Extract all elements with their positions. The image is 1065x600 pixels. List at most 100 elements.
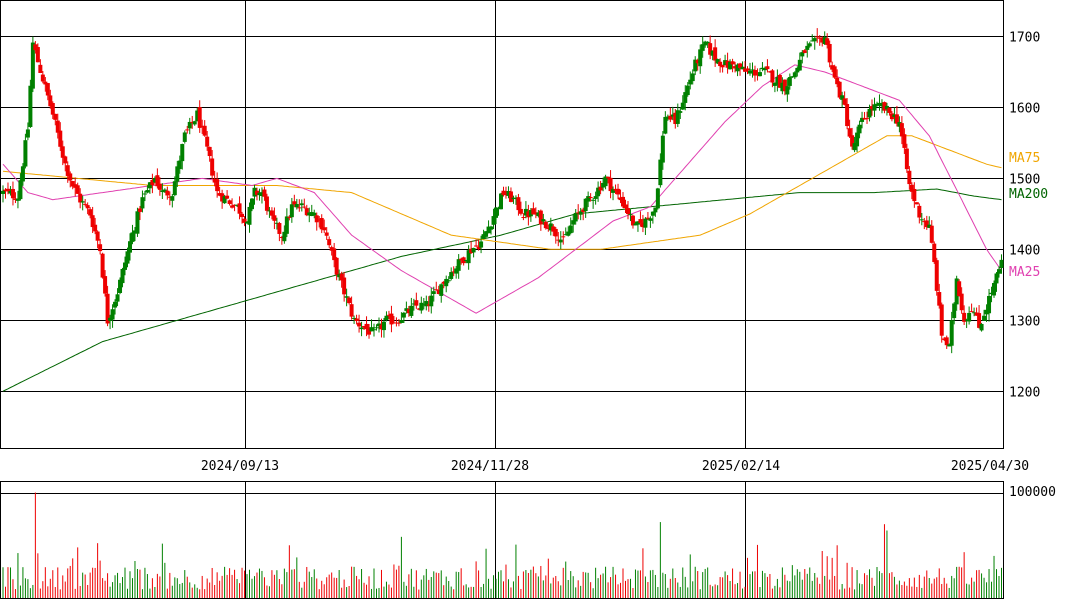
- candle-body: [419, 302, 424, 311]
- candle-body: [613, 188, 618, 191]
- candle-body: [357, 322, 362, 327]
- legend-ma25: MA25: [1009, 265, 1040, 280]
- candle-body: [775, 77, 780, 85]
- candle-body: [215, 179, 220, 192]
- candle-body: [997, 269, 1001, 274]
- candle-body: [190, 121, 195, 123]
- candle-body: [922, 221, 927, 223]
- candle-body: [698, 49, 703, 67]
- candle-body: [830, 65, 835, 70]
- candle-body: [469, 248, 474, 254]
- candle-body: [282, 231, 287, 242]
- candle-body: [272, 215, 277, 221]
- candle-body: [210, 158, 215, 176]
- candle-body: [865, 118, 870, 120]
- candle-body: [680, 102, 685, 110]
- candle-body: [157, 183, 162, 190]
- candle-body: [150, 179, 155, 186]
- candle-body: [543, 221, 548, 229]
- candle-body: [755, 73, 760, 75]
- candle-body: [503, 193, 508, 196]
- candle-body: [369, 327, 374, 332]
- candle-body: [28, 85, 33, 127]
- candle-body: [406, 309, 411, 314]
- candle-body: [250, 198, 254, 210]
- candle-body: [977, 313, 982, 328]
- candle-body: [464, 260, 469, 262]
- candle-body: [68, 173, 73, 181]
- candle-body: [675, 110, 680, 124]
- candle-body: [762, 68, 767, 71]
- candle-body: [989, 292, 994, 295]
- ma75-line: [2, 135, 1002, 250]
- candle-body: [53, 113, 58, 120]
- candle-body: [511, 197, 516, 200]
- candle-body: [740, 66, 745, 70]
- volume-panel-frame: [0, 481, 1004, 599]
- y-tick-label: 1200: [1009, 386, 1040, 401]
- candle-body: [242, 218, 247, 223]
- candle-body: [738, 63, 743, 69]
- candle-body: [628, 214, 633, 216]
- y-tick-label: 1300: [1009, 315, 1040, 330]
- candle-body: [695, 60, 700, 64]
- candle-body: [421, 304, 426, 306]
- candle-body: [195, 110, 200, 122]
- candle-body: [319, 218, 324, 230]
- candle-body: [670, 114, 675, 117]
- volume-y-tick-label: 100000: [1009, 485, 1056, 500]
- candle-body: [939, 304, 944, 336]
- candle-body: [58, 130, 63, 147]
- candle-body: [897, 122, 902, 127]
- candle-body: [35, 47, 40, 63]
- candle-body: [436, 290, 441, 295]
- candle-body: [685, 85, 690, 96]
- candle-body: [15, 198, 20, 201]
- candle-body: [23, 140, 28, 167]
- candles: [1, 28, 1004, 354]
- candle-body: [147, 182, 152, 189]
- candle-body: [414, 300, 419, 306]
- candle-body: [364, 323, 369, 330]
- candle-body: [247, 206, 252, 225]
- candle-body: [987, 295, 992, 314]
- candle-body: [347, 297, 352, 304]
- candle-body: [479, 241, 484, 248]
- candle-body: [83, 203, 88, 205]
- candle-body: [601, 182, 606, 188]
- candle-body: [553, 228, 558, 237]
- candle-body: [466, 250, 471, 264]
- candle-body: [297, 207, 302, 209]
- candle-body: [658, 159, 663, 186]
- candle-body: [942, 338, 947, 340]
- y-tick-label: 1400: [1009, 244, 1040, 259]
- candle-body: [404, 308, 409, 311]
- candle-body: [984, 309, 989, 315]
- candle-body: [805, 45, 810, 50]
- candle-body: [474, 245, 479, 247]
- candle-body: [558, 239, 563, 243]
- candle-body: [160, 190, 165, 192]
- candle-body: [501, 190, 506, 195]
- candle-body: [867, 108, 872, 118]
- candle-body: [526, 211, 531, 218]
- candle-body: [207, 146, 212, 157]
- candle-body: [879, 104, 884, 107]
- candle-body: [105, 293, 110, 324]
- candle-body: [78, 193, 83, 203]
- candle-body: [847, 128, 852, 137]
- candle-body: [200, 125, 205, 127]
- candle-body: [812, 38, 817, 42]
- candle-body: [312, 212, 317, 216]
- candle-body: [531, 208, 536, 215]
- candle-body: [616, 188, 621, 195]
- candle-body: [252, 187, 257, 197]
- candle-body: [745, 68, 750, 71]
- candle-body: [837, 81, 842, 98]
- candle-body: [835, 77, 840, 85]
- candle-body: [907, 170, 912, 185]
- candle-body: [852, 143, 857, 151]
- candle-body: [708, 43, 713, 55]
- candle-body: [952, 303, 957, 319]
- candle-body: [578, 211, 583, 215]
